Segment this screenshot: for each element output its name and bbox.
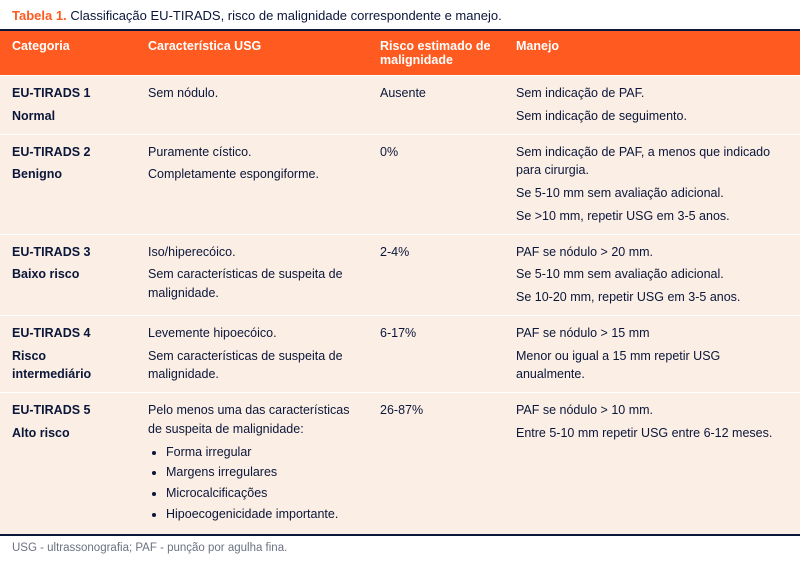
category-label: Alto risco (12, 424, 124, 443)
cell-categoria: EU-TIRADS 1 Normal (0, 76, 136, 135)
usg-line: Iso/hiperecóico. (148, 243, 356, 262)
manejo-line: Se 5-10 mm sem avaliação adicional. (516, 184, 788, 203)
table-caption: Tabela 1. Classificação EU-TIRADS, risco… (0, 0, 800, 29)
cell-caracteristica: Pelo menos uma das características de su… (136, 393, 368, 535)
category-label: Baixo risco (12, 265, 124, 284)
col-manejo: Manejo (504, 30, 800, 76)
manejo-line: Se 10-20 mm, repetir USG em 3-5 anos. (516, 288, 788, 307)
eu-tirads-table: Categoria Característica USG Risco estim… (0, 29, 800, 536)
usg-lead: Pelo menos uma das características de su… (148, 401, 356, 439)
table-row: EU-TIRADS 1NormalSem nódulo.AusenteSem i… (0, 76, 800, 135)
usg-bullet: Forma irregular (166, 443, 356, 462)
cell-categoria: EU-TIRADS 4 Risco intermediário (0, 315, 136, 392)
manejo-line: PAF se nódulo > 15 mm (516, 324, 788, 343)
category-code: EU-TIRADS 3 (12, 243, 124, 262)
category-code: EU-TIRADS 2 (12, 143, 124, 162)
category-label: Benigno (12, 165, 124, 184)
usg-line: Levemente hipoecóico. (148, 324, 356, 343)
category-code: EU-TIRADS 4 (12, 324, 124, 343)
usg-bullet: Microcalcificações (166, 484, 356, 503)
cell-risco: 26-87% (368, 393, 504, 535)
col-categoria: Categoria (0, 30, 136, 76)
cell-risco: 0% (368, 134, 504, 234)
cell-categoria: EU-TIRADS 5 Alto risco (0, 393, 136, 535)
table-container: Tabela 1. Classificação EU-TIRADS, risco… (0, 0, 800, 564)
cell-caracteristica: Levemente hipoecóico. Sem características… (136, 315, 368, 392)
manejo-line: PAF se nódulo > 20 mm. (516, 243, 788, 262)
table-row: EU-TIRADS 4 Risco intermediário Levemente … (0, 315, 800, 392)
col-caracteristica: Característica USG (136, 30, 368, 76)
cell-categoria: EU-TIRADS 3 Baixo risco (0, 234, 136, 315)
header-row: Categoria Característica USG Risco estim… (0, 30, 800, 76)
manejo-line: Se 5-10 mm sem avaliação adicional. (516, 265, 788, 284)
cell-manejo: PAF se nódulo > 20 mm. Se 5-10 mm sem ava… (504, 234, 800, 315)
table-row: EU-TIRADS 2 Benigno Puramente cístico. Comp… (0, 134, 800, 234)
manejo-line: Sem indicação de seguimento. (516, 107, 788, 126)
table-row: EU-TIRADS 5 Alto risco Pelo menos uma das … (0, 393, 800, 535)
usg-line: Sem nódulo. (148, 84, 356, 103)
usg-line: Sem características de suspeita de malig… (148, 347, 356, 385)
usg-bullet: Hipoecogenicidade importante. (166, 505, 356, 524)
manejo-line: Se >10 mm, repetir USG em 3-5 anos. (516, 207, 788, 226)
cell-manejo: PAF se nódulo > 10 mm. Entre 5-10 mm repe… (504, 393, 800, 535)
caption-label: Tabela 1. (12, 8, 67, 23)
cell-risco: Ausente (368, 76, 504, 135)
category-label: Risco intermediário (12, 347, 124, 385)
cell-manejo: PAF se nódulo > 15 mm Menor ou igual a 15… (504, 315, 800, 392)
table-row: EU-TIRADS 3 Baixo risco Iso/hiperecóico. Se… (0, 234, 800, 315)
category-code: EU-TIRADS 5 (12, 401, 124, 420)
cell-manejo: Sem indicação de PAF. Sem indicação de se… (504, 76, 800, 135)
cell-risco: 6-17% (368, 315, 504, 392)
usg-bullet: Margens irregulares (166, 463, 356, 482)
usg-line: Completamente espongiforme. (148, 165, 356, 184)
category-label: Normal (12, 107, 124, 126)
usg-line: Sem características de suspeita de malig… (148, 265, 356, 303)
category-code: EU-TIRADS 1 (12, 84, 124, 103)
cell-categoria: EU-TIRADS 2 Benigno (0, 134, 136, 234)
manejo-line: Entre 5-10 mm repetir USG entre 6-12 mes… (516, 424, 788, 443)
cell-manejo: Sem indicação de PAF, a menos que indica… (504, 134, 800, 234)
usg-bullet-list: Forma irregularMargens irregulares Microc… (148, 443, 356, 524)
cell-risco: 2-4% (368, 234, 504, 315)
col-risco: Risco estimado de malignidade (368, 30, 504, 76)
manejo-line: Sem indicação de PAF. (516, 84, 788, 103)
cell-caracteristica: Puramente cístico. Completamente espongif… (136, 134, 368, 234)
cell-caracteristica: Sem nódulo. (136, 76, 368, 135)
manejo-line: Menor ou igual a 15 mm repetir USG anual… (516, 347, 788, 385)
usg-line: Puramente cístico. (148, 143, 356, 162)
cell-caracteristica: Iso/hiperecóico. Sem características de s… (136, 234, 368, 315)
caption-text: Classificação EU-TIRADS, risco de malign… (70, 8, 501, 23)
manejo-line: PAF se nódulo > 10 mm. (516, 401, 788, 420)
table-footnote: USG - ultrassonografia; PAF - punção por… (0, 536, 800, 564)
manejo-line: Sem indicação de PAF, a menos que indica… (516, 143, 788, 181)
